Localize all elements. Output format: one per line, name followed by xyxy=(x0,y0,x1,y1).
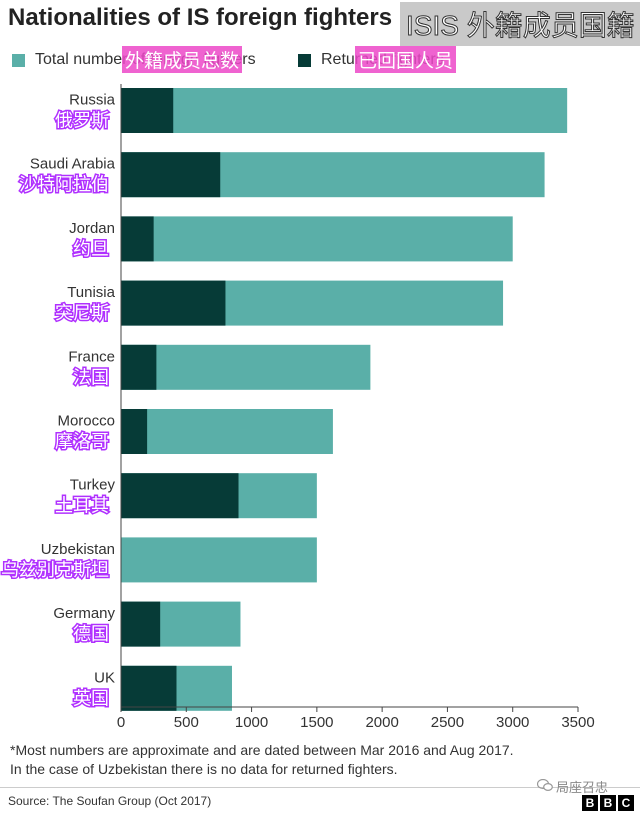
legend-swatch-total xyxy=(12,53,25,67)
category-label: Turkey xyxy=(70,477,116,494)
chart-notes: *Most numbers are approximate and are da… xyxy=(10,741,630,779)
x-tick-label: 3000 xyxy=(496,714,529,731)
bar-returned xyxy=(121,601,161,647)
x-tick-label: 1000 xyxy=(235,714,268,731)
legend-overlay-total: 外籍成员总数 xyxy=(122,46,243,73)
category-label: UK xyxy=(94,669,115,686)
bbc-logo: B B C xyxy=(582,795,634,811)
category-label-cn: 英国 xyxy=(73,688,109,709)
category-label: Saudi Arabia xyxy=(30,156,116,173)
chart-title-overlay: ISIS 外籍成员国籍 xyxy=(400,2,640,46)
x-tick-label: 0 xyxy=(117,714,125,731)
bar-chart: Russia 俄罗斯 Saudi Arabia 沙特阿拉伯 Jordan 约旦 Tunisi… xyxy=(0,84,595,731)
category-label-cn: 德国 xyxy=(73,624,109,645)
category-label-cn: 乌兹别克斯坦 xyxy=(1,560,109,581)
wechat-icon xyxy=(537,779,553,791)
bbc-logo-letter: B xyxy=(582,795,598,811)
category-label-cn: 俄罗斯 xyxy=(55,111,109,132)
category-label: Tunisia xyxy=(67,284,115,301)
chart-title: Nationalities of IS foreign fighters xyxy=(8,4,393,31)
category-label-cn: 土耳其 xyxy=(55,496,109,517)
bar-returned xyxy=(121,216,154,262)
bar-returned xyxy=(121,152,221,198)
note-line-1: *Most numbers are approximate and are da… xyxy=(10,742,514,758)
category-label-cn: 摩洛哥 xyxy=(55,432,109,453)
category-label-cn: 沙特阿拉伯 xyxy=(19,175,109,196)
category-label: Germany xyxy=(53,605,115,622)
category-label: Jordan xyxy=(69,220,115,237)
x-tick-label: 1500 xyxy=(300,714,333,731)
x-tick-label: 2500 xyxy=(431,714,464,731)
bar-total xyxy=(121,537,317,583)
bbc-logo-letter: B xyxy=(600,795,616,811)
bar-total xyxy=(121,344,371,390)
bar-returned xyxy=(121,409,148,454)
footer-divider xyxy=(0,787,640,788)
category-label-cn: 法国 xyxy=(73,367,109,388)
category-label: Uzbekistan xyxy=(41,541,115,558)
legend-swatch-returned xyxy=(298,53,311,67)
bar-returned xyxy=(121,473,239,519)
category-label: Morocco xyxy=(57,413,115,430)
source-text: Source: The Soufan Group (Oct 2017) xyxy=(8,794,212,808)
category-label-cn: 约旦 xyxy=(73,239,109,260)
bar-total xyxy=(121,88,568,133)
bar-returned xyxy=(121,280,226,326)
x-tick-label: 3500 xyxy=(561,714,594,731)
category-label: Russia xyxy=(69,92,116,109)
bar-returned xyxy=(121,665,177,711)
bar-total xyxy=(121,409,333,454)
legend-overlay-returned: 已回国人员 xyxy=(355,46,457,73)
legend: Total number of foreign fighters 外籍成员总数 … xyxy=(12,46,632,73)
x-tick-label: 500 xyxy=(174,714,199,731)
note-line-2: In the case of Uzbekistan there is no da… xyxy=(10,761,398,777)
category-label: France xyxy=(68,348,115,365)
bar-total xyxy=(121,216,513,262)
watermark-text: 局座召忠 xyxy=(556,780,609,795)
bar-returned xyxy=(121,88,174,133)
category-label-cn: 突尼斯 xyxy=(55,303,109,324)
bar-returned xyxy=(121,344,157,390)
x-tick-label: 2000 xyxy=(365,714,398,731)
bbc-logo-letter: C xyxy=(618,795,634,811)
